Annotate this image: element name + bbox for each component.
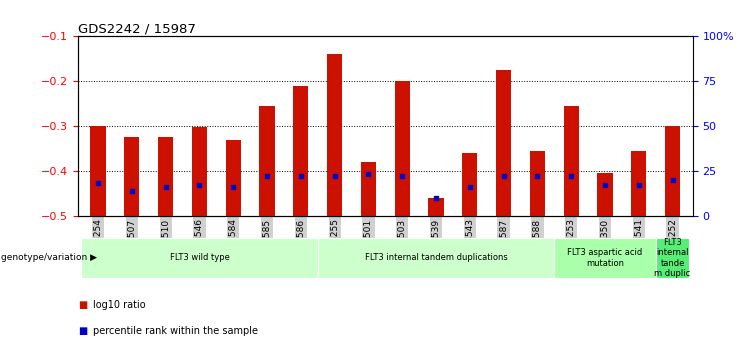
Bar <box>462 153 477 216</box>
Bar <box>327 54 342 216</box>
Bar <box>361 162 376 216</box>
Bar <box>90 126 106 216</box>
Bar <box>293 86 308 216</box>
Text: log10 ratio: log10 ratio <box>93 300 145 310</box>
Text: FLT3
internal
tande
m duplic: FLT3 internal tande m duplic <box>654 238 691 278</box>
Bar <box>395 81 410 216</box>
Text: FLT3 internal tandem duplications: FLT3 internal tandem duplications <box>365 253 508 263</box>
Bar <box>631 150 646 216</box>
Bar <box>259 106 275 216</box>
Bar <box>192 127 207 216</box>
Bar <box>597 173 613 216</box>
Bar <box>158 137 173 216</box>
Bar <box>496 70 511 216</box>
Text: GDS2242 / 15987: GDS2242 / 15987 <box>78 22 196 35</box>
Text: percentile rank within the sample: percentile rank within the sample <box>93 326 258 335</box>
Bar <box>428 198 444 216</box>
Text: FLT3 aspartic acid
mutation: FLT3 aspartic acid mutation <box>568 248 642 268</box>
Text: ■: ■ <box>78 326 87 335</box>
Text: ■: ■ <box>78 300 87 310</box>
Text: FLT3 wild type: FLT3 wild type <box>170 253 230 263</box>
Bar <box>530 150 545 216</box>
Text: genotype/variation ▶: genotype/variation ▶ <box>1 253 98 263</box>
Bar <box>564 106 579 216</box>
Bar <box>226 140 241 216</box>
Bar <box>665 126 680 216</box>
Bar <box>124 137 139 216</box>
